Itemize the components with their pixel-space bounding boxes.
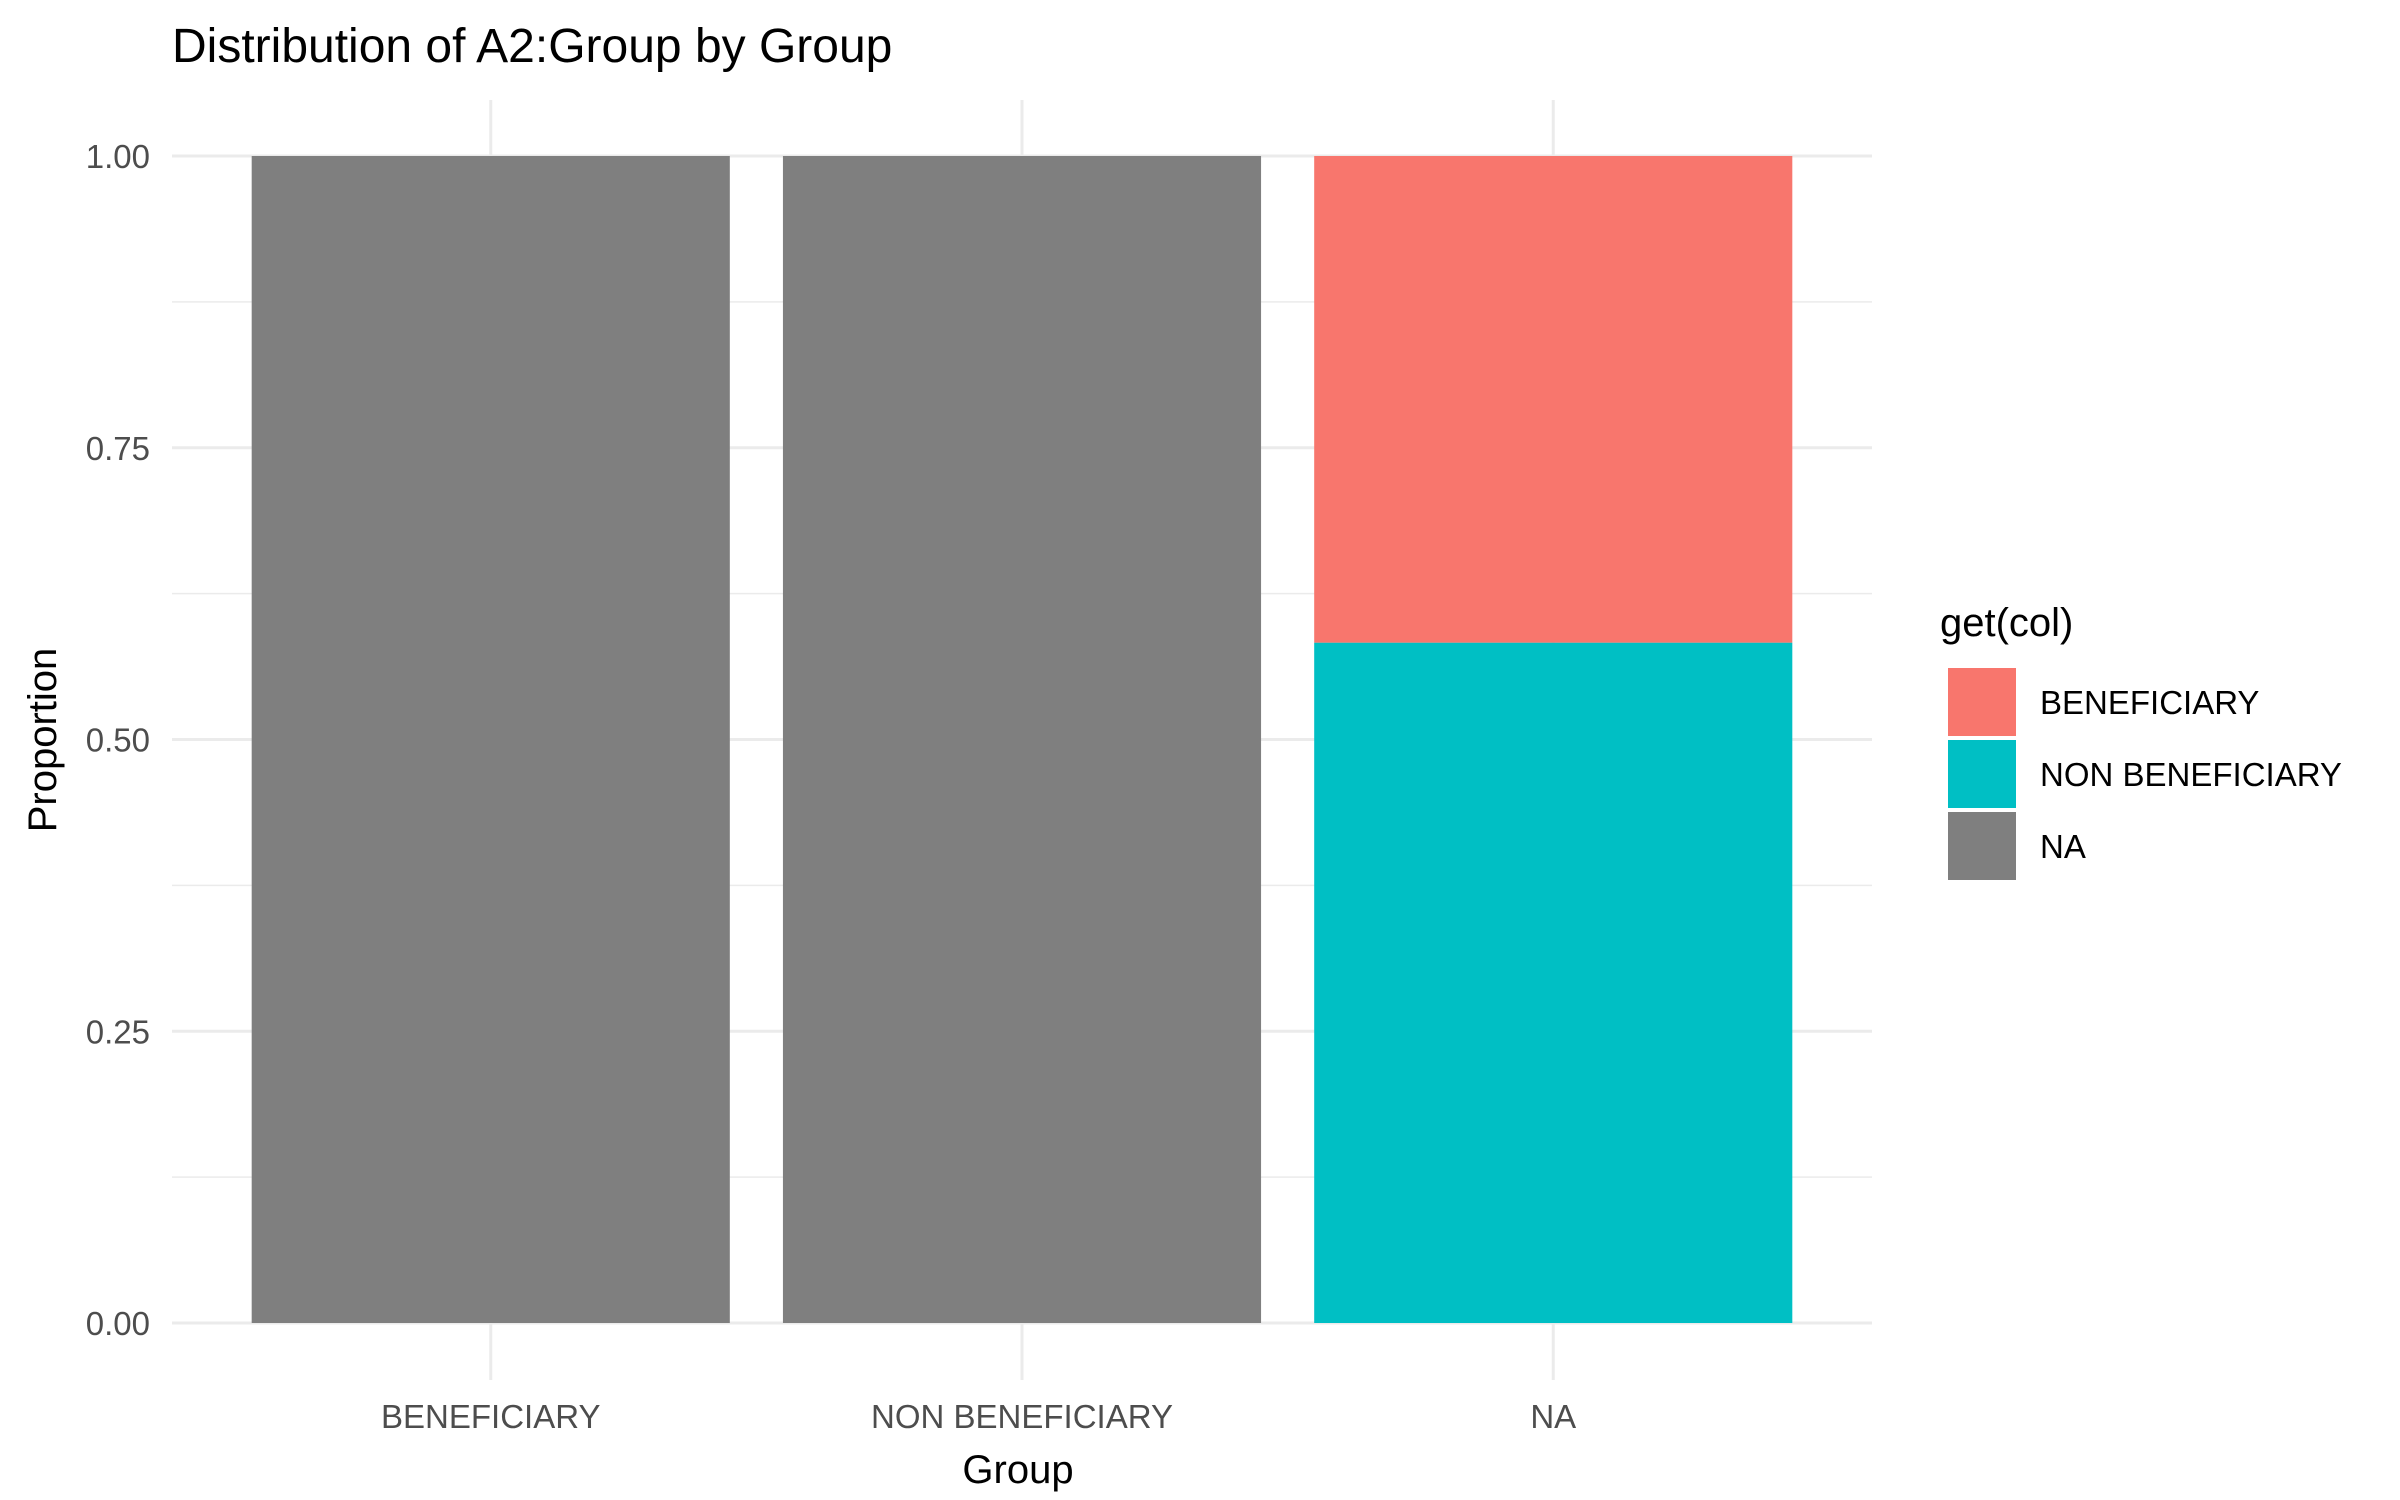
x-axis-title: Group [962,1448,1073,1492]
legend-label: NON BENEFICIARY [2040,756,2342,793]
x-tick-label: NA [1530,1398,1576,1435]
legend-label: NA [2040,828,2086,865]
bars-layer [251,156,1793,1323]
y-tick-label: 0.00 [86,1305,150,1342]
legend-key [1948,668,2016,736]
x-ticks-layer: BENEFICIARY NON BENEFICIARY NA [381,1398,1576,1435]
y-tick-label: 0.75 [86,430,150,467]
legend: get(col) BENEFICIARY NON BENEFICIARY NA [1940,601,2342,880]
x-tick-label: BENEFICIARY [381,1398,600,1435]
bar-segment [1314,156,1793,643]
legend-key [1948,812,2016,880]
bar-segment [1314,642,1793,1323]
y-axis-title: Proportion [21,648,65,833]
legend-label: BENEFICIARY [2040,684,2259,721]
bar-segment [782,156,1262,1323]
legend-key [1948,740,2016,808]
legend-title: get(col) [1940,601,2073,645]
y-tick-label: 1.00 [86,138,150,175]
y-ticks-layer: 0.00 0.25 0.50 0.75 1.00 [86,138,150,1342]
y-tick-label: 0.50 [86,722,150,759]
x-tick-label: NON BENEFICIARY [871,1398,1173,1435]
y-tick-label: 0.25 [86,1013,150,1050]
legend-items: BENEFICIARY NON BENEFICIARY NA [1948,668,2342,880]
bar-segment [251,156,730,1323]
chart-title: Distribution of A2:Group by Group [172,20,892,73]
